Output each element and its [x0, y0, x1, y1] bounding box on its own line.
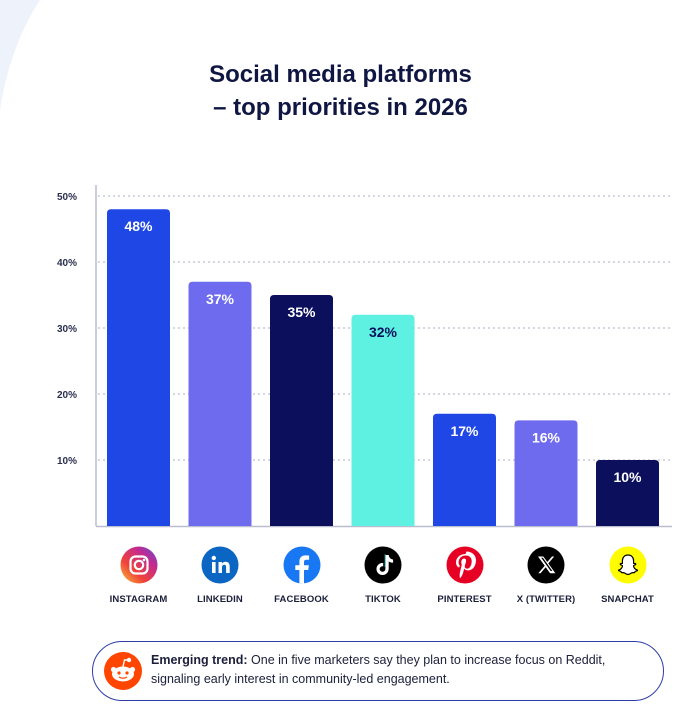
y-tick-label: 30% [57, 324, 77, 335]
bar-facebook [270, 295, 333, 526]
callout-text: Emerging trend: One in five marketers sa… [151, 651, 651, 689]
platform-x-twitter: X (TWITTER) [501, 546, 591, 605]
platform-linkedin: LINKEDIN [175, 546, 265, 605]
facebook-icon [283, 546, 320, 584]
chart-title-line-2: – top priorities in 2026 [213, 94, 468, 121]
y-tick-label: 50% [57, 192, 77, 203]
bar-pinterest [433, 413, 496, 526]
platform-label: PINTEREST [437, 594, 492, 605]
platform-tiktok: TIKTOK [338, 546, 428, 605]
platform-label: SNAPCHAT [601, 594, 654, 605]
platform-pinterest: PINTEREST [420, 546, 510, 605]
data-label: 17% [450, 423, 479, 439]
data-label: 37% [206, 291, 235, 307]
callout-body: One in five marketers say they plan to i… [151, 653, 606, 686]
platform-label: LINKEDIN [197, 594, 243, 605]
bar-snapchat [596, 460, 659, 526]
y-tick-label: 40% [57, 258, 77, 269]
platform-label: INSTAGRAM [109, 594, 168, 605]
chart-title-line-1: Social media platforms [209, 61, 472, 88]
chart-title: Social media platforms – top priorities … [0, 58, 681, 124]
data-label: 35% [287, 304, 316, 320]
data-label: 10% [613, 469, 642, 485]
bar-instagram [107, 209, 170, 526]
platform-snapchat: SNAPCHAT [583, 546, 673, 605]
linkedin-icon [201, 546, 239, 584]
bar-chart: 10% 20% 30% 40% 50% 48% 37% 35% 32% 17% 16% 10% [57, 185, 672, 528]
x-icon [527, 546, 565, 584]
platform-facebook: FACEBOOK [257, 546, 347, 605]
data-label: 16% [532, 429, 561, 445]
data-label: 32% [369, 324, 398, 340]
platform-label: TIKTOK [365, 594, 401, 605]
y-tick-label: 20% [57, 390, 77, 401]
callout-lead: Emerging trend: [151, 653, 248, 667]
bar-tiktok [351, 314, 415, 526]
y-tick-label: 10% [57, 456, 77, 467]
reddit-icon [104, 652, 142, 690]
platform-label: FACEBOOK [274, 594, 329, 605]
emerging-trend-callout: Emerging trend: One in five marketers sa… [92, 641, 664, 701]
platform-label: X (TWITTER) [516, 594, 576, 605]
tiktok-icon [364, 546, 402, 584]
platform-instagram: INSTAGRAM [94, 546, 184, 605]
data-label: 48% [124, 218, 153, 234]
snapchat-icon [609, 546, 646, 584]
bar-linkedin [188, 281, 252, 526]
pinterest-icon [446, 546, 483, 584]
instagram-icon [120, 546, 157, 584]
bar-x-twitter [514, 420, 578, 526]
